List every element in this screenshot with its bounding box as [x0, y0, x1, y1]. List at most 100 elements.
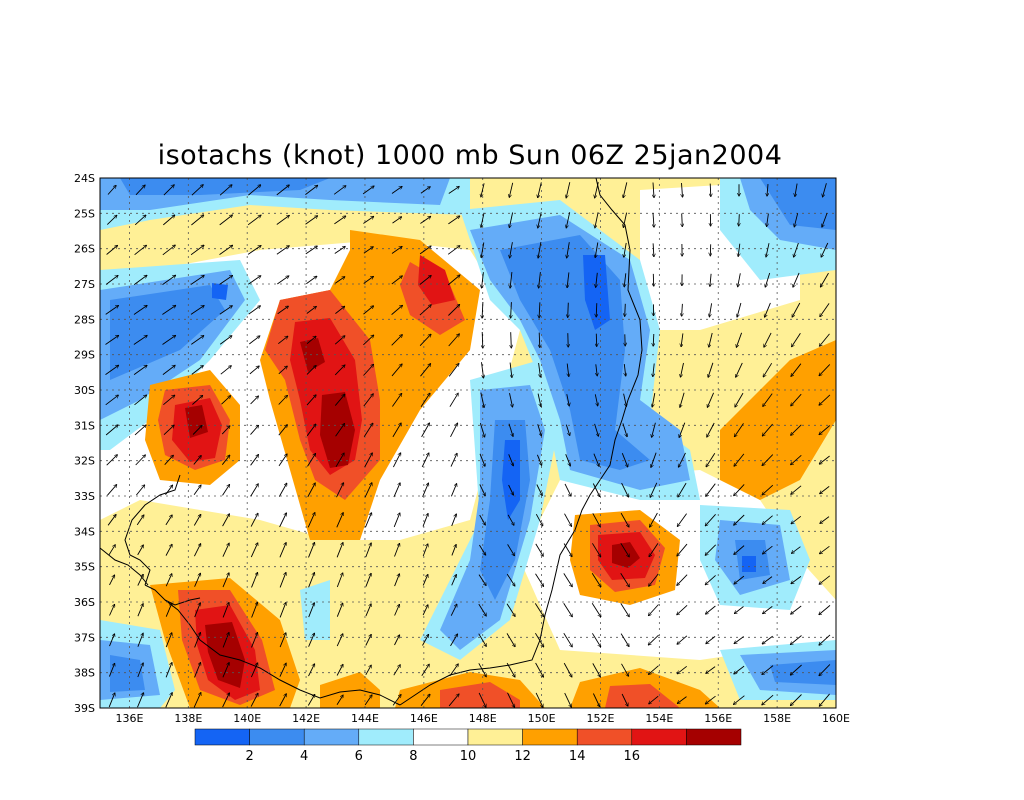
wind-arrow	[681, 362, 684, 377]
wind-arrow	[762, 423, 773, 436]
wind-arrow	[593, 453, 599, 467]
wind-arrow	[279, 663, 286, 677]
wind-arrow	[251, 633, 258, 648]
wind-arrow	[365, 573, 371, 587]
isotach-region	[760, 178, 836, 230]
wind-arrow	[592, 483, 599, 497]
wind-arrow	[706, 483, 716, 497]
wind-vectors	[105, 182, 831, 708]
wind-arrow	[137, 545, 144, 556]
wind-arrow	[222, 543, 229, 557]
wind-arrow	[136, 515, 144, 526]
isotach-region	[583, 255, 610, 330]
wind-arrow	[482, 331, 483, 348]
wind-arrow	[539, 272, 541, 288]
wind-arrow	[363, 217, 373, 224]
wind-arrow	[307, 454, 316, 467]
wind-arrow	[595, 212, 599, 227]
wind-arrow	[392, 217, 402, 224]
wind-arrow	[391, 364, 402, 377]
colorbar-label: 8	[409, 749, 417, 764]
wind-arrow	[165, 693, 172, 708]
wind-arrow	[478, 574, 486, 586]
wind-arrow	[450, 484, 456, 497]
latitude-label: 34S	[74, 525, 95, 538]
wind-arrow	[653, 363, 654, 377]
wind-arrow	[648, 634, 659, 645]
wind-arrow	[334, 336, 345, 345]
wind-arrow	[479, 422, 484, 437]
longitude-label: 142E	[292, 712, 320, 725]
latitude-label: 24S	[74, 172, 95, 185]
wind-arrow	[108, 545, 115, 556]
colorbar-swatch	[631, 728, 687, 746]
wind-arrow	[306, 395, 316, 406]
wind-arrow	[392, 394, 401, 407]
wind-arrow	[107, 186, 116, 195]
wind-arrow	[479, 484, 485, 495]
isotach-region	[612, 542, 640, 568]
wind-arrow	[222, 603, 229, 618]
wind-arrow	[767, 213, 769, 227]
wind-arrow	[820, 516, 830, 524]
wind-arrow	[649, 665, 659, 675]
isotach-region	[300, 580, 330, 640]
wind-arrow	[763, 545, 773, 554]
wind-arrow	[706, 605, 716, 614]
wind-arrow	[162, 365, 175, 375]
wind-arrow	[511, 302, 512, 318]
wind-arrow	[791, 393, 802, 406]
wind-arrow	[652, 422, 656, 437]
wind-arrow	[308, 543, 315, 558]
map-title: isotachs (knot) 1000 mb Sun 06Z 25jan200…	[157, 140, 783, 171]
colorbar-swatch	[249, 728, 305, 746]
wind-arrow	[306, 336, 316, 345]
wind-arrow	[394, 635, 400, 646]
wind-arrow	[194, 603, 201, 618]
wind-arrow	[507, 544, 515, 555]
wind-arrow	[534, 603, 543, 616]
wind-arrow	[450, 423, 458, 438]
wind-arrow	[420, 393, 430, 407]
wind-arrow	[565, 424, 569, 436]
wind-arrow	[420, 364, 431, 377]
wind-arrow	[447, 246, 460, 255]
coastline-segment	[100, 547, 149, 586]
isotach-region	[120, 178, 330, 195]
wind-arrow	[278, 483, 286, 497]
isotach-region	[720, 340, 836, 500]
wind-arrow	[794, 242, 799, 257]
wind-arrow	[422, 483, 429, 497]
wind-arrow	[248, 306, 261, 315]
wind-arrow	[222, 693, 230, 708]
wind-arrow	[392, 453, 400, 468]
longitude-label: 140E	[233, 712, 261, 725]
wind-arrow	[791, 424, 802, 435]
wind-arrow	[678, 696, 687, 704]
wind-arrow	[191, 215, 203, 226]
wind-arrow	[507, 514, 514, 525]
wind-arrow	[653, 212, 654, 227]
wind-arrow	[563, 573, 572, 586]
longitude-label: 146E	[410, 712, 438, 725]
colorbar-swatch	[522, 728, 578, 746]
wind-arrow	[222, 663, 229, 678]
wind-arrow	[764, 332, 772, 347]
colorbar: 2 4 6 8 10 12 14 16	[194, 728, 742, 764]
wind-arrow	[708, 362, 714, 377]
wind-arrow	[308, 603, 315, 618]
wind-arrow	[363, 394, 373, 407]
wind-arrow	[650, 482, 658, 497]
wind-arrow	[336, 543, 343, 558]
wind-arrow	[248, 276, 260, 285]
wind-arrow	[108, 693, 115, 708]
wind-arrow	[251, 573, 258, 588]
wind-arrow	[795, 183, 798, 197]
wind-arrow	[163, 425, 174, 436]
wind-arrow	[819, 455, 830, 464]
wind-arrow	[422, 514, 428, 527]
wind-arrow	[734, 545, 745, 555]
wind-arrow	[136, 485, 144, 496]
wind-arrow	[762, 484, 774, 495]
wind-arrow	[134, 245, 147, 256]
